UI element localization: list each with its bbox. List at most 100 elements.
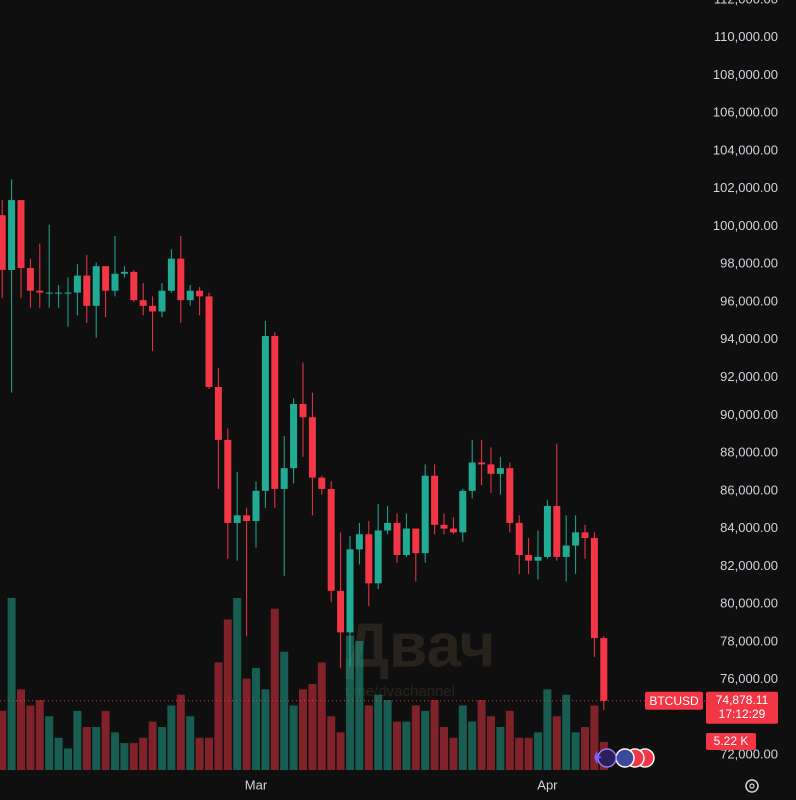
candle-body (600, 638, 608, 701)
candle-body (318, 477, 326, 489)
settings-icon[interactable] (745, 779, 759, 793)
candle-body (36, 290, 44, 293)
volume-bar (270, 608, 279, 770)
candle-body (120, 271, 128, 274)
y-tick-label: 92,000.00 (720, 369, 778, 384)
candle-body (374, 530, 382, 584)
volume-bar (477, 700, 486, 770)
last-price-label: 74,878.11 (716, 693, 769, 707)
candle-body (261, 336, 269, 491)
candle-body (496, 468, 504, 474)
volume-bar (562, 694, 571, 770)
candle-body (92, 266, 100, 306)
candle-body (205, 296, 213, 387)
candle-body (55, 292, 63, 294)
volume-bar (534, 732, 542, 770)
y-tick-label: 72,000.00 (720, 747, 778, 762)
volume-bar (92, 727, 101, 770)
candle-body (553, 505, 561, 557)
volume-bar (195, 737, 204, 770)
candle-body (534, 556, 542, 561)
volume-bar (402, 721, 411, 770)
candle-body (515, 522, 523, 556)
watermark: Двач t.me/dvachannel (345, 611, 495, 700)
y-tick-label: 82,000.00 (720, 558, 778, 573)
volume-bar (581, 727, 589, 770)
candle-body (506, 468, 514, 523)
icon (615, 748, 635, 768)
candle-body (83, 275, 91, 306)
candle-body (393, 522, 401, 556)
candle-body (525, 555, 533, 561)
volume-bar (524, 737, 533, 770)
watermark-text: Двач (345, 611, 495, 680)
candle-body (572, 532, 580, 546)
y-tick-label: 86,000.00 (720, 482, 778, 497)
candle-body (346, 549, 354, 633)
volume-bar (374, 694, 383, 770)
y-tick-label: 76,000.00 (720, 671, 778, 686)
candle-body (299, 403, 307, 418)
candle-body (224, 439, 232, 523)
candle-body (0, 215, 6, 270)
icon (597, 748, 617, 768)
volume-bar (54, 737, 63, 770)
price-tag (706, 691, 778, 724)
candle-body (149, 305, 157, 312)
candle-body (73, 275, 81, 293)
volume-bar (7, 598, 16, 770)
volume-bar (82, 727, 91, 770)
candle-body (308, 417, 316, 478)
symbol-tag (645, 691, 703, 710)
y-tick-label: 80,000.00 (720, 596, 778, 611)
y-tick-label: 90,000.00 (720, 407, 778, 422)
volume-bar (186, 716, 195, 770)
y-tick-label: 112,000.00 (714, 0, 778, 6)
candle-body (431, 475, 439, 525)
y-tick-label: 96,000.00 (720, 293, 778, 308)
volume-bar (64, 748, 72, 770)
volume-bar (458, 705, 467, 770)
candle-body (45, 292, 53, 294)
last-volume-label: 5.22 K (714, 734, 749, 748)
candle-body (186, 290, 194, 301)
volume-bar (223, 619, 232, 770)
volume-bar (308, 684, 317, 770)
volume-bar (449, 737, 458, 770)
volume-bar (129, 743, 138, 770)
x-tick-label: Mar (245, 777, 268, 792)
y-tick-label: 110,000.00 (714, 29, 778, 44)
gear[interactable] (745, 779, 759, 793)
y-tick-label: 100,000.00 (713, 218, 778, 233)
volume-bar (515, 737, 524, 770)
candle-body (177, 258, 185, 301)
y-tick-label: 104,000.00 (713, 142, 778, 157)
volume-bar (289, 705, 298, 770)
candle-body (365, 534, 373, 584)
candle-body (337, 590, 345, 633)
y-tick-label: 84,000.00 (720, 520, 778, 535)
gear-center[interactable] (749, 783, 755, 789)
volume-bar (17, 689, 25, 770)
y-tick-label: 106,000.00 (713, 105, 778, 120)
candle-body (421, 475, 429, 554)
volume-bar (111, 732, 119, 770)
volume-bar (139, 737, 148, 770)
icon (594, 751, 602, 764)
candle-body (252, 490, 260, 522)
volume-bar (430, 700, 439, 770)
candle-body (102, 266, 110, 291)
candle-body (581, 532, 589, 539)
volume-bar (421, 710, 430, 770)
volume-bar (261, 689, 270, 770)
x-tick-label: Apr (537, 777, 558, 792)
candle-body (449, 528, 457, 533)
symbol-label: BTCUSD (649, 694, 699, 708)
candle-body (64, 292, 72, 294)
volume-bar (205, 737, 213, 770)
candle-body (214, 387, 222, 440)
volume-bar (590, 705, 599, 770)
volume-bar (355, 641, 364, 770)
candle-body (280, 468, 288, 489)
candle-body (290, 403, 298, 469)
